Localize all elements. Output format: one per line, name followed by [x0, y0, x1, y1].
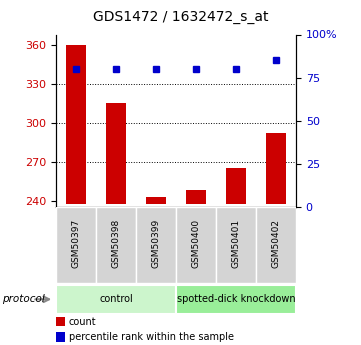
- Bar: [106, 103, 126, 204]
- Text: spotted-dick knockdown: spotted-dick knockdown: [177, 294, 295, 304]
- Text: GSM50400: GSM50400: [191, 219, 200, 268]
- Text: GDS1472 / 1632472_s_at: GDS1472 / 1632472_s_at: [93, 10, 268, 24]
- Bar: [186, 190, 206, 204]
- Bar: [216, 207, 256, 283]
- Bar: [176, 207, 216, 283]
- Text: count: count: [69, 317, 96, 326]
- Bar: [96, 207, 136, 283]
- Text: GSM50399: GSM50399: [152, 219, 161, 268]
- Text: GSM50397: GSM50397: [71, 219, 81, 268]
- Text: protocol: protocol: [2, 294, 44, 304]
- Bar: [136, 207, 176, 283]
- Bar: [256, 207, 296, 283]
- Bar: [176, 285, 296, 314]
- Bar: [226, 168, 246, 204]
- Text: GSM50402: GSM50402: [271, 219, 280, 268]
- Text: percentile rank within the sample: percentile rank within the sample: [69, 332, 234, 342]
- Text: GSM50401: GSM50401: [231, 219, 240, 268]
- Bar: [266, 133, 286, 204]
- Text: GSM50398: GSM50398: [112, 219, 121, 268]
- Bar: [56, 285, 176, 314]
- Bar: [146, 197, 166, 204]
- Text: control: control: [99, 294, 133, 304]
- Bar: [66, 45, 86, 204]
- Bar: [56, 207, 96, 283]
